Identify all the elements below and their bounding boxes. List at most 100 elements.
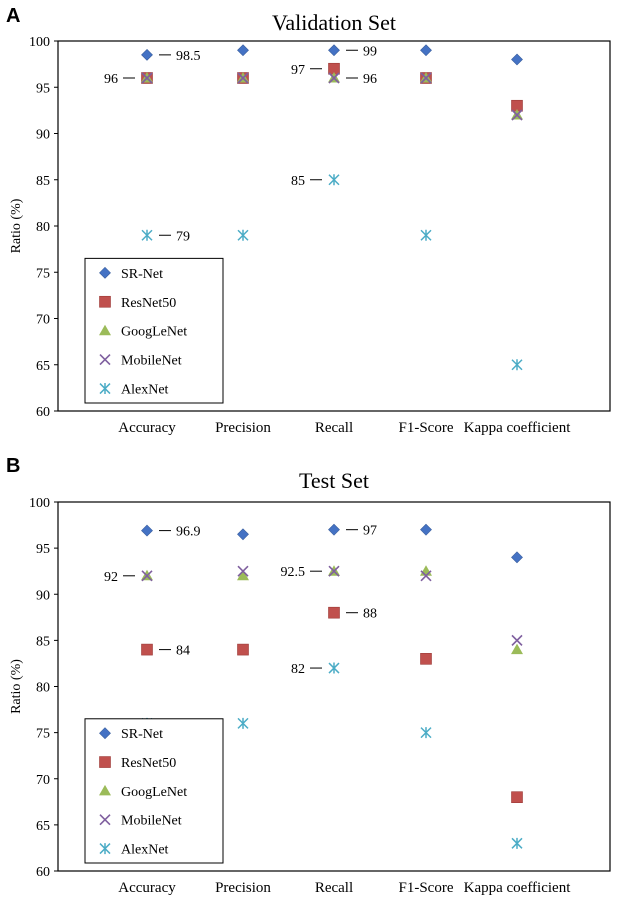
data-point [420, 44, 432, 57]
data-label: 88 [363, 607, 377, 622]
data-label: 92 [104, 570, 118, 585]
data-point [511, 551, 523, 564]
data-point [420, 72, 432, 84]
y-tick-label: 60 [36, 865, 50, 880]
series-resnet50 [141, 606, 523, 804]
y-tick-label: 70 [36, 313, 50, 328]
y-tick-label: 80 [36, 681, 50, 696]
legend-label: MobileNet [121, 354, 182, 369]
legend-item: GoogLeNet [99, 784, 187, 800]
legend-label: SR-Net [121, 727, 163, 742]
legend-marker [99, 266, 111, 279]
x-tick-label: Precision [215, 880, 271, 896]
legend-marker [99, 814, 111, 826]
panel-letter: B [6, 455, 20, 477]
x-tick-label: Kappa coefficient [464, 420, 572, 436]
y-tick-label: 100 [29, 35, 50, 50]
y-tick-label: 90 [36, 128, 50, 143]
legend-marker [99, 756, 111, 768]
legend-item: AlexNet [99, 843, 169, 858]
data-point [511, 643, 523, 655]
data-point [420, 727, 432, 739]
y-tick-label: 65 [36, 359, 50, 374]
data-point [328, 662, 340, 674]
data-label: 96.9 [176, 525, 201, 540]
x-tick-label: F1-Score [399, 420, 454, 436]
legend-item: ResNet50 [99, 756, 176, 771]
x-tick-label: F1-Score [399, 880, 454, 896]
data-label: 79 [176, 229, 190, 244]
chart-panel-a: A Validation Set 60 65 70 75 80 85 90 95 100 Ratio … [6, 5, 611, 436]
y-tick-label: 75 [36, 727, 50, 742]
data-point [237, 44, 249, 57]
data-point [237, 643, 249, 656]
legend: SR-Net ResNet50 GoogLeNet MobileNet AlexNet [84, 718, 224, 864]
data-point [237, 565, 249, 577]
data-point [141, 229, 153, 241]
x-tick-label: Accuracy [118, 880, 176, 896]
data-point [511, 634, 523, 646]
data-label: 82 [291, 662, 305, 677]
chart-title: Validation Set [272, 10, 396, 35]
data-point [420, 570, 432, 582]
series-sr-net [141, 523, 523, 564]
legend-label: MobileNet [121, 814, 182, 829]
data-point [511, 837, 523, 849]
data-point [328, 565, 340, 577]
data-point [237, 229, 249, 241]
data-point [420, 229, 432, 241]
y-tick-label: 85 [36, 634, 50, 649]
data-point [141, 72, 153, 84]
legend-label: AlexNet [121, 843, 169, 858]
legend-marker [99, 843, 111, 855]
legend-marker [99, 383, 111, 395]
y-tick-label: 95 [36, 542, 50, 557]
data-point [328, 523, 340, 536]
x-tick-label: Recall [315, 880, 353, 896]
legend-label: ResNet50 [121, 296, 176, 311]
x-tick-label: Accuracy [118, 420, 176, 436]
series-sr-net [141, 44, 523, 66]
legend-label: GoogLeNet [121, 785, 187, 800]
panel-letter: A [6, 5, 20, 27]
data-point [328, 606, 340, 619]
legend-item: SR-Net [99, 266, 163, 282]
data-label: 85 [291, 174, 305, 189]
legend: SR-Net ResNet50 GoogLeNet MobileNet AlexNet [84, 257, 224, 404]
legend-item: MobileNet [99, 814, 182, 829]
series-mobilenet [141, 565, 523, 646]
y-tick-label: 85 [36, 174, 50, 189]
legend-label: SR-Net [121, 267, 163, 282]
series-mobilenet [141, 72, 523, 121]
y-tick-label: 75 [36, 266, 50, 281]
data-point [420, 523, 432, 536]
y-tick-label: 90 [36, 588, 50, 603]
y-tick-label: 70 [36, 773, 50, 788]
data-point [328, 72, 340, 84]
data-point [511, 109, 523, 121]
data-point [141, 524, 153, 537]
data-point [511, 359, 523, 371]
chart-title: Test Set [299, 468, 369, 493]
data-point [141, 48, 153, 61]
data-label: 84 [176, 644, 190, 659]
data-point [237, 528, 249, 541]
legend-marker [99, 354, 111, 366]
series-alexnet [141, 174, 523, 371]
data-label: 98.5 [176, 49, 201, 64]
y-tick-label: 80 [36, 220, 50, 235]
legend-marker [99, 295, 111, 308]
data-label: 96 [363, 72, 377, 87]
legend-label: AlexNet [121, 383, 169, 398]
legend-marker [99, 727, 111, 740]
legend-item: GoogLeNet [99, 324, 187, 340]
legend-item: MobileNet [99, 354, 182, 369]
legend-item: AlexNet [99, 383, 169, 398]
y-tick-label: 65 [36, 819, 50, 834]
data-point [420, 565, 432, 576]
legend-marker [99, 784, 111, 796]
y-tick-label: 60 [36, 405, 50, 420]
data-label: 92.5 [281, 565, 306, 580]
y-tick-label: 100 [29, 496, 50, 511]
